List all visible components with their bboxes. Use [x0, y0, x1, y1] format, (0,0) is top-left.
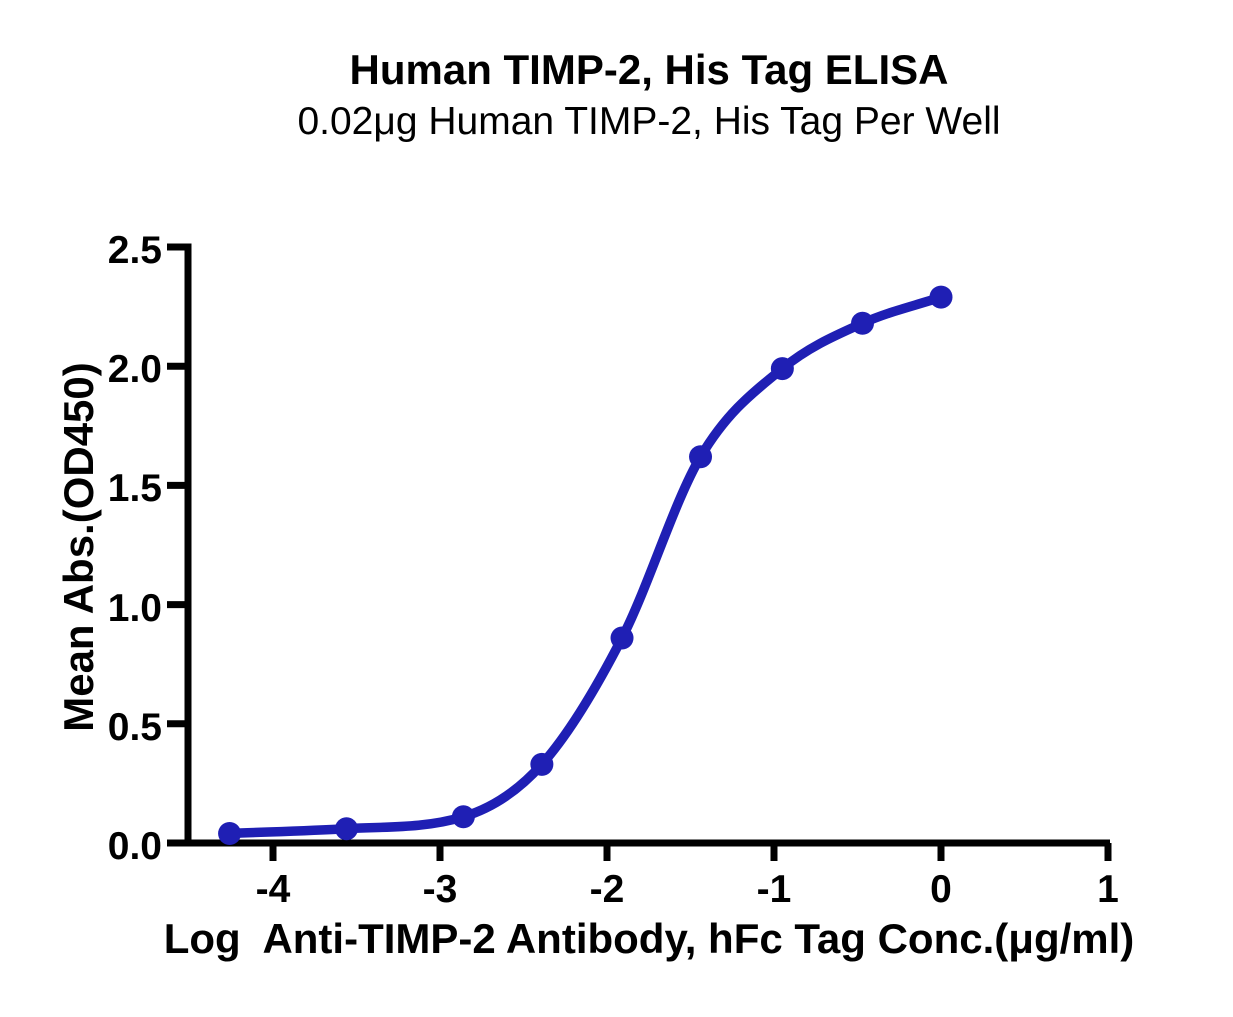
- x-tick-label: -3: [422, 868, 458, 911]
- data-point: [334, 817, 358, 841]
- x-tick-label: -1: [756, 868, 792, 911]
- data-point: [929, 285, 953, 309]
- y-tick-label: 2.5: [107, 229, 162, 272]
- data-point: [851, 311, 875, 335]
- data-point: [610, 626, 634, 650]
- chart-title: Human TIMP-2, His Tag ELISA: [349, 46, 949, 93]
- data-point: [451, 805, 475, 829]
- axes-spines: [184, 243, 1110, 847]
- x-tick-label: -2: [589, 868, 625, 911]
- y-tick-label: 2.0: [107, 348, 162, 392]
- data-point: [770, 357, 794, 381]
- fit-curve: [224, 292, 946, 839]
- data-point: [689, 445, 713, 469]
- y-tick-label: 0.0: [107, 825, 162, 868]
- chart-subtitle: 0.02μg Human TIMP-2, His Tag Per Well: [297, 100, 1001, 143]
- data-point: [530, 752, 554, 776]
- x-tick-label: 0: [930, 868, 952, 911]
- y-tick-label: 1.5: [107, 467, 162, 511]
- x-tick-label: -4: [255, 868, 291, 911]
- y-tick-label: 0.5: [107, 705, 162, 749]
- x-axis-title: Log Anti-TIMP-2 Antibody, hFc Tag Conc.(…: [163, 915, 1135, 962]
- y-tick-label: 1.0: [107, 586, 162, 630]
- data-point: [218, 821, 242, 845]
- x-tick-label: 1: [1097, 868, 1119, 911]
